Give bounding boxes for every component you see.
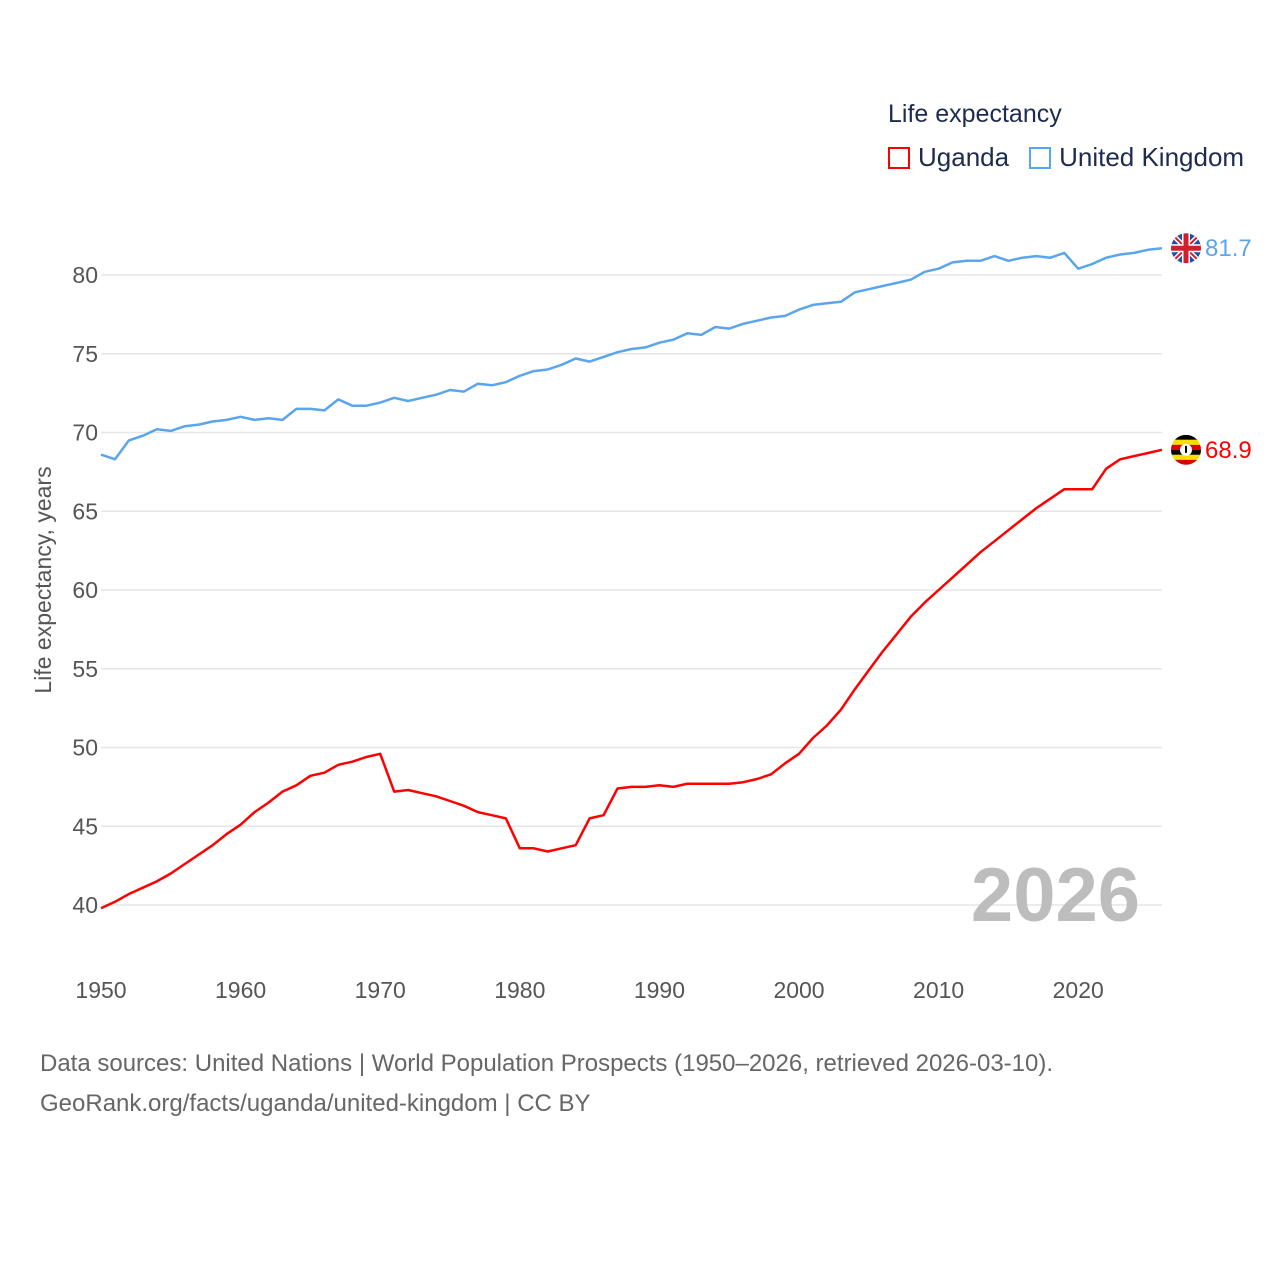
x-tick-label: 2010: [913, 977, 964, 1003]
legend-swatch-uganda: [888, 146, 910, 169]
legend-title: Life expectancy: [888, 100, 1062, 128]
series-line-uk: [100, 246, 1163, 461]
x-tick-label: 2000: [773, 977, 824, 1003]
source-note: Data sources: United Nations | World Pop…: [40, 1044, 1053, 1124]
x-tick-label: 1980: [494, 977, 545, 1003]
y-tick-label: 40: [72, 892, 98, 918]
end-value-label: 68.9: [1205, 437, 1252, 464]
y-tick-label: 80: [72, 262, 98, 288]
legend-label-uganda: Uganda: [918, 142, 1010, 172]
series-line-uganda: [100, 448, 1163, 910]
legend: Uganda United Kingdom: [888, 142, 1264, 173]
year-watermark: 2026: [971, 853, 1140, 938]
source-line-1: Data sources: United Nations | World Pop…: [40, 1050, 1054, 1077]
end-value-label: 81.7: [1205, 235, 1252, 262]
y-tick-label: 50: [72, 735, 98, 761]
y-tick-label: 60: [72, 577, 98, 603]
legend-item-uganda[interactable]: Uganda: [888, 142, 1009, 173]
legend-item-uk[interactable]: United Kingdom: [1029, 142, 1244, 173]
legend-label-uk: United Kingdom: [1059, 142, 1245, 172]
y-tick-label: 75: [72, 341, 98, 367]
x-tick-label: 2020: [1053, 977, 1104, 1003]
uganda-flag-icon: [1171, 434, 1201, 465]
x-tick-label: 1960: [215, 977, 266, 1003]
uk-flag-icon: [1171, 233, 1201, 264]
y-tick-label: 70: [72, 420, 98, 446]
y-tick-label: 45: [72, 813, 98, 839]
source-line-2: GeoRank.org/facts/uganda/united-kingdom …: [40, 1090, 591, 1117]
y-tick-label: 65: [72, 498, 98, 524]
x-tick-label: 1970: [355, 977, 406, 1003]
legend-swatch-uk: [1029, 146, 1052, 169]
x-tick-label: 1950: [75, 977, 126, 1003]
line-chart: 40 45 50 55 60 65 70 75 80 1950 1960 1970 1980 1990 2…: [30, 233, 1252, 1003]
y-tick-label: 55: [72, 656, 98, 682]
y-axis-label: Life expectancy, years: [30, 466, 56, 693]
x-tick-label: 1990: [634, 977, 685, 1003]
